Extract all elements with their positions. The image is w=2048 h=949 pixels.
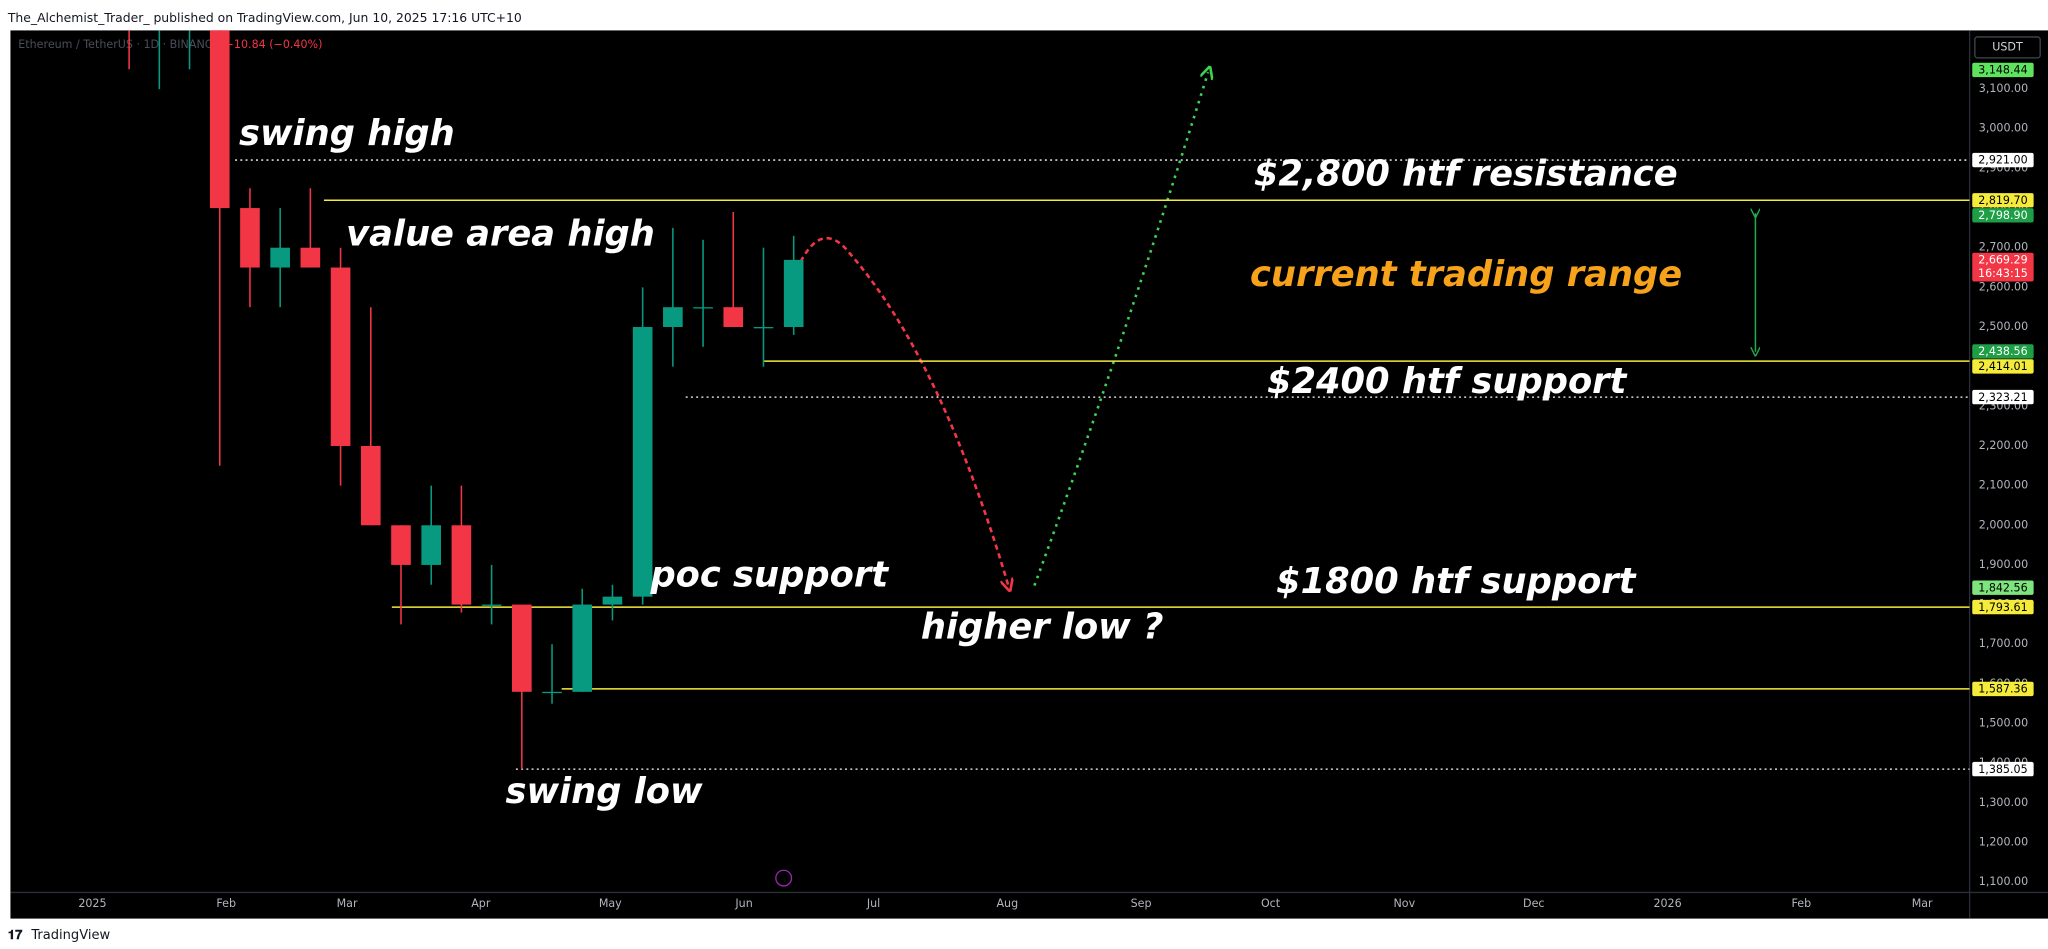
candle-body (753, 327, 774, 329)
candle-body (209, 30, 230, 209)
drawings (775, 72, 1756, 887)
currency-box[interactable] (1974, 36, 2041, 59)
y-tick-label: 1,900.00 (1979, 558, 2028, 571)
y-tick-label: 2,500.00 (1979, 320, 2028, 333)
x-tick-label: Nov (1393, 897, 1415, 910)
price-tag-label: 1,793.61 (1978, 601, 2027, 614)
candle-body (632, 327, 653, 597)
annotation: higher low ? (921, 607, 1164, 648)
x-tick-label: Jul (866, 897, 880, 910)
x-tick-label: Mar (337, 897, 358, 910)
currency[interactable]: USDT (1992, 40, 2023, 53)
change: −10.84 (−0.40%) (225, 38, 323, 51)
x-tick-label: Jun (734, 897, 752, 910)
price-tag (1972, 193, 2034, 208)
price-tag-label: 2,819.70 (1978, 194, 2027, 207)
price-tag (1972, 389, 2034, 405)
annotation: swing high (239, 113, 455, 154)
brand: TradingView (30, 928, 110, 943)
candle-body (723, 307, 744, 328)
x-tick-label: Oct (1261, 897, 1281, 910)
candle-body (602, 596, 623, 605)
price-tag-label: 2,921.00 (1978, 154, 2027, 167)
annotation: $2,800 htf resistance (1254, 153, 1678, 194)
candle-body (663, 307, 683, 328)
y-tick-label: 1,100.00 (1979, 875, 2028, 888)
x-tick-label: 2025 (78, 897, 106, 910)
price-tag-label: 2,438.56 (1978, 345, 2027, 358)
symbol: Ethereum / TetherUS · 1D · BINANCE (18, 38, 219, 51)
candle-body (481, 604, 502, 606)
y-tick-label: 2,000.00 (1979, 518, 2028, 531)
price-tag-label: 2,669.29 (1978, 254, 2027, 267)
x-tick-label: Dec (1523, 897, 1544, 910)
price-tag-label: 1,587.36 (1978, 683, 2027, 696)
annotation: $2400 htf support (1267, 361, 1628, 402)
y-tick-label: 1,300.00 (1979, 796, 2028, 809)
y-tick-label: 2,100.00 (1979, 479, 2028, 492)
price-tag-label: 1,385.05 (1978, 763, 2027, 776)
annotation: $1800 htf support (1276, 561, 1637, 602)
y-tick-label: 1,700.00 (1979, 637, 2028, 650)
candle-body (391, 525, 411, 565)
price-tag-label: 2,323.21 (1978, 391, 2027, 404)
x-tick-label: Feb (216, 897, 236, 910)
candle-body (360, 445, 381, 526)
y-tick-label: 3,100.00 (1979, 82, 2028, 95)
y-tick-label: 3,000.00 (1979, 122, 2028, 135)
x-tick-label: May (599, 897, 622, 910)
chart-background (10, 30, 2048, 919)
annotation: poc support (649, 554, 889, 595)
x-tick-label: Apr (471, 897, 491, 910)
price-tag (1972, 152, 2034, 168)
candle-body (572, 604, 593, 692)
bullish-path (1033, 72, 1208, 586)
x-tick-label: Sep (1131, 897, 1152, 910)
price-tag-label: 2,414.01 (1978, 360, 2027, 373)
logo-mark: 𝟏𝟕 (8, 928, 23, 943)
y-tick-label: 2,200.00 (1979, 439, 2028, 452)
candle-body (783, 259, 804, 328)
candle-body (512, 604, 532, 692)
candle-body (693, 307, 713, 309)
price-tag-label: 2,798.90 (1978, 209, 2027, 222)
annotation: swing low (505, 771, 703, 812)
price-tag (1972, 208, 2034, 223)
candle-body (240, 208, 260, 268)
candles (128, 30, 804, 770)
price-tag (1972, 681, 2034, 697)
price-tag (1972, 252, 2034, 282)
x-tick-label: Aug (996, 897, 1018, 910)
y-tick-label: 2,700.00 (1979, 241, 2028, 254)
candle-body (421, 525, 442, 565)
candle-body (300, 247, 321, 268)
annotation: current trading range (1250, 254, 1682, 295)
y-tick-label: 2,600.00 (1979, 280, 2028, 293)
price-tag-timer: 16:43:15 (1978, 267, 2028, 280)
price-tag (1972, 761, 2034, 777)
price-tag-label: 1,842.56 (1978, 581, 2027, 594)
y-tick-label: 1,500.00 (1979, 717, 2028, 730)
price-tag (1972, 344, 2034, 359)
indicator-icon[interactable] (775, 869, 793, 887)
price-tag-label: 3,148.44 (1978, 64, 2027, 77)
y-tick-label: 1,200.00 (1979, 835, 2028, 848)
publisher: The_Alchemist_Trader_ published on Tradi… (7, 10, 522, 25)
x-tick-label: Feb (1792, 897, 1812, 910)
bearish-path (799, 236, 1009, 585)
x-tick-label: Mar (1912, 897, 1933, 910)
annotation: value area high (346, 213, 655, 254)
candle-body (451, 525, 472, 605)
price-tag (1972, 599, 2034, 615)
price-tag (1972, 359, 2034, 374)
level-lines (235, 159, 1970, 770)
x-tick-label: 2026 (1653, 897, 1681, 910)
candle-body (330, 267, 351, 446)
candle-body (542, 691, 562, 694)
price-tag (1972, 580, 2034, 595)
price-tag (1972, 62, 2034, 78)
candle-body (270, 247, 290, 268)
